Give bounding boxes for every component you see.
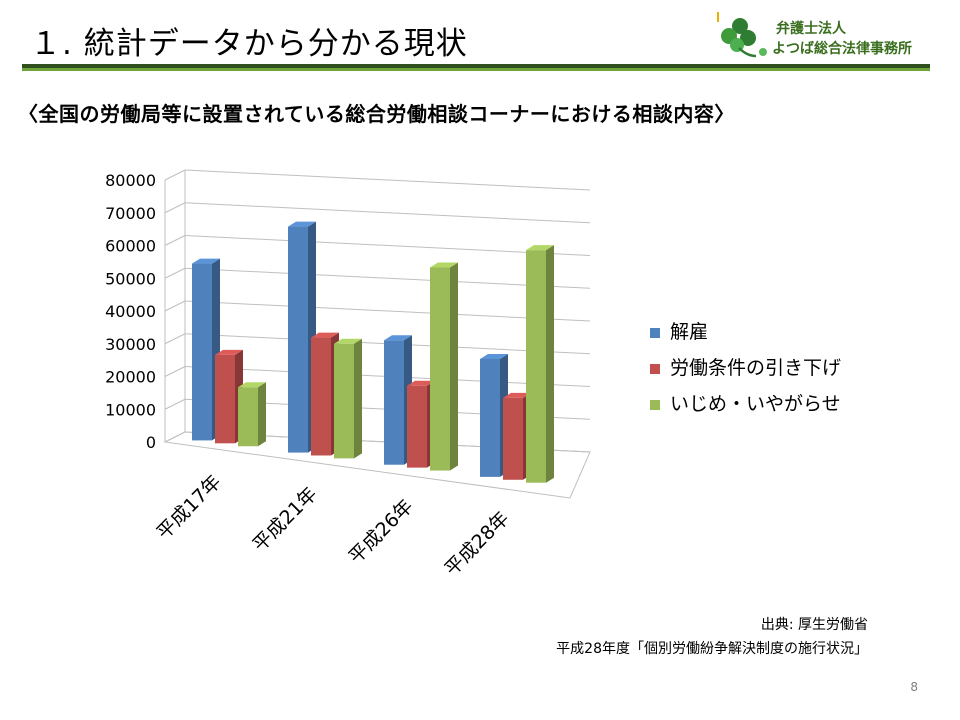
- bar-2-1: [334, 343, 354, 459]
- gridline-side: [164, 300, 186, 312]
- bar-top: [526, 245, 554, 251]
- y-tick-label: 10000: [105, 400, 156, 419]
- bar-top: [288, 221, 316, 227]
- source-line1: 出典: 厚生労働省: [760, 617, 868, 633]
- gridline: [184, 235, 591, 256]
- legend-label: 労働条件の引き下げ: [670, 357, 841, 379]
- logo-text-line1: 弁護士法人: [776, 21, 846, 37]
- x-tick-label: 平成26年: [345, 495, 418, 568]
- x-tick-label: 平成17年: [153, 471, 226, 544]
- y-tick-label: 30000: [105, 335, 156, 354]
- y-tick-label: 40000: [105, 302, 156, 321]
- bar-side: [258, 382, 266, 447]
- bar-side: [546, 245, 554, 483]
- chart-floor: [163, 431, 591, 499]
- y-tick-label: 70000: [105, 204, 156, 223]
- bar-top: [384, 335, 412, 341]
- bar-top: [215, 349, 243, 355]
- bar-0-0: [192, 263, 212, 441]
- gridline-side: [164, 235, 186, 246]
- bar-top: [311, 332, 339, 338]
- bar-side: [354, 338, 362, 459]
- bar-top: [407, 380, 435, 386]
- bar-top: [503, 392, 531, 398]
- bar-top: [238, 382, 266, 388]
- x-tick-label: 平成28年: [441, 507, 514, 580]
- title-rule-green: [22, 68, 930, 71]
- gridline: [184, 202, 591, 224]
- bar-2-3: [526, 250, 546, 483]
- bar-top: [192, 258, 220, 264]
- slide-title: １. 統計データから分かる現状: [30, 26, 468, 62]
- y-tick-label: 20000: [105, 368, 156, 387]
- bar-top: [430, 262, 458, 268]
- clover-logo-icon: [717, 12, 767, 58]
- bar-2-2: [430, 267, 450, 471]
- consultation-bar-chart: 0 10000 20000 30000 40000 50000 60000 70000 8000…: [105, 169, 841, 580]
- y-tick-label: 80000: [105, 171, 156, 190]
- bar-side: [450, 262, 458, 471]
- gridline-side: [164, 333, 186, 345]
- gridline: [184, 169, 591, 191]
- bar-2-0: [238, 387, 258, 447]
- bar-1-2: [407, 385, 427, 468]
- gridline-side: [164, 366, 186, 377]
- gridline-side: [164, 169, 186, 181]
- logo-text-line2: よつば総合法律事務所: [772, 41, 912, 57]
- bar-1-1: [311, 337, 331, 456]
- firm-logo: 弁護士法人 よつば総合法律事務所: [706, 8, 946, 60]
- gridline-side: [164, 267, 186, 279]
- y-tick-label: 50000: [105, 269, 156, 288]
- legend-label: 解雇: [670, 321, 708, 343]
- bar-top: [480, 353, 508, 359]
- legend-swatch: [650, 328, 660, 338]
- gridline: [184, 300, 591, 322]
- bar-1-0: [215, 354, 235, 444]
- y-tick-label: 0: [146, 433, 156, 452]
- bar-1-3: [503, 397, 523, 480]
- legend-swatch: [650, 364, 660, 374]
- bar-0-3: [480, 358, 500, 477]
- title-rule-dark: [22, 64, 930, 68]
- gridline: [184, 267, 591, 289]
- legend-label: いじめ・いやがらせ: [670, 393, 841, 415]
- gridline-side: [164, 398, 186, 410]
- bar-0-1: [288, 226, 308, 453]
- bar-top: [334, 338, 362, 344]
- source-line2: 平成28年度「個別労働紛争解決制度の施行状況」: [556, 641, 868, 657]
- legend-swatch: [650, 400, 660, 410]
- gridline-side: [164, 202, 186, 214]
- y-tick-label: 60000: [105, 237, 156, 256]
- chart-subtitle: 〈全国の労働局等に設置されている総合労働相談コーナーにおける相談内容〉: [18, 102, 735, 126]
- x-tick-label: 平成21年: [249, 483, 322, 556]
- page-number: 8: [910, 680, 918, 694]
- bar-0-2: [384, 340, 404, 465]
